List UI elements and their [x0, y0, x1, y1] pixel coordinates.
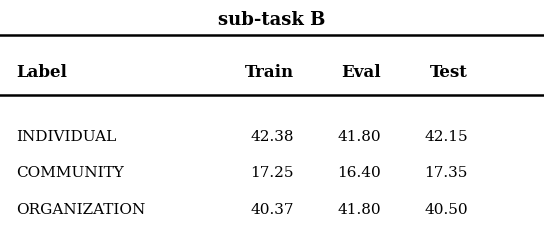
Text: Train: Train — [245, 64, 294, 81]
Text: 16.40: 16.40 — [337, 166, 381, 180]
Text: sub-task B: sub-task B — [218, 11, 326, 29]
Text: COMMUNITY: COMMUNITY — [16, 166, 124, 180]
Text: 40.37: 40.37 — [250, 202, 294, 216]
Text: 41.80: 41.80 — [337, 129, 381, 143]
Text: 40.50: 40.50 — [424, 202, 468, 216]
Text: Label: Label — [16, 64, 67, 81]
Text: ORGANIZATION: ORGANIZATION — [16, 202, 146, 216]
Text: 42.15: 42.15 — [424, 129, 468, 143]
Text: 17.35: 17.35 — [424, 166, 468, 180]
Text: 17.25: 17.25 — [250, 166, 294, 180]
Text: 42.38: 42.38 — [250, 129, 294, 143]
Text: INDIVIDUAL: INDIVIDUAL — [16, 129, 116, 143]
Text: 41.80: 41.80 — [337, 202, 381, 216]
Text: Test: Test — [430, 64, 468, 81]
Text: Eval: Eval — [341, 64, 381, 81]
